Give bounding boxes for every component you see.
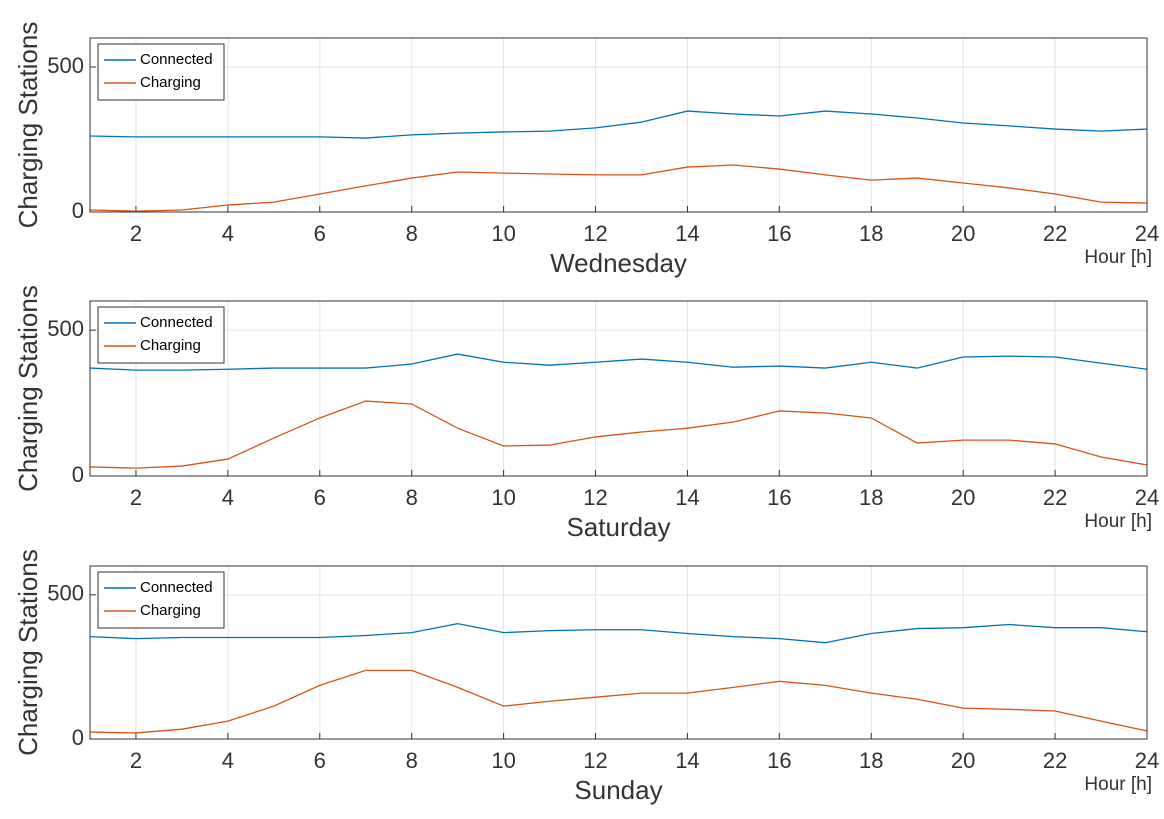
x-tick-label: 10 [491,748,515,773]
legend-box [97,306,225,364]
x-axis-label: Saturday [566,512,670,542]
y-tick-label: 500 [47,53,84,78]
x-tick-label: 8 [406,748,418,773]
x-tick-label: 14 [675,485,699,510]
series-line [89,164,1148,212]
legend-label: Charging [140,602,201,619]
y-tick-label: 500 [47,581,84,606]
x-tick-label: 20 [951,485,975,510]
x-axis-label: Sunday [574,775,662,805]
x-tick-label: 24 [1135,748,1159,773]
x-tick-label: 10 [491,485,515,510]
x-tick-label: 6 [314,221,326,246]
x-tick-label: 6 [314,485,326,510]
y-tick-label: 0 [72,462,84,487]
x-tick-label: 10 [491,221,515,246]
x-tick-label: 2 [130,221,142,246]
x-tick-label: 20 [951,748,975,773]
x-tick-label: 12 [583,748,607,773]
x-tick-label: 14 [675,748,699,773]
x-tick-label: 4 [222,485,234,510]
x-tick-label: 8 [406,221,418,246]
axes-box [89,37,1148,213]
legend-label: Connected [140,51,213,68]
x-tick-label: 20 [951,221,975,246]
x-tick-label: 22 [1043,221,1067,246]
x-tick-label: 18 [859,221,883,246]
x-tick-label: 14 [675,221,699,246]
y-axis-label: Charging Stations [13,22,43,229]
x-tick-label: 24 [1135,485,1159,510]
x-tick-label: 16 [767,221,791,246]
series-line [89,110,1148,139]
x-tick-label: 22 [1043,748,1067,773]
legend-label: Connected [140,314,213,331]
axes-box [89,565,1148,740]
x-tick-label: 2 [130,485,142,510]
legend-box [97,571,225,629]
y-tick-label: 0 [72,198,84,223]
annotation: Hour [h] [1084,774,1152,795]
x-axis-label: Wednesday [550,248,687,278]
x-tick-label: 18 [859,485,883,510]
legend-box [97,43,225,101]
x-tick-label: 16 [767,485,791,510]
legend-label: Charging [140,337,201,354]
x-tick-label: 12 [583,221,607,246]
annotation: Hour [h] [1084,511,1152,532]
legend-label: Charging [140,74,201,91]
x-tick-label: 4 [222,221,234,246]
x-tick-label: 18 [859,748,883,773]
x-tick-label: 2 [130,748,142,773]
x-tick-label: 24 [1135,221,1159,246]
x-tick-label: 22 [1043,485,1067,510]
x-tick-label: 6 [314,748,326,773]
y-tick-label: 0 [72,725,84,750]
x-tick-label: 8 [406,485,418,510]
y-axis-label: Charging Stations [13,549,43,756]
annotation: Hour [h] [1084,247,1152,268]
series-line [89,623,1148,644]
series-line [89,353,1148,371]
series-line [89,400,1148,469]
axes-box [89,300,1148,477]
y-tick-label: 500 [47,316,84,341]
legend-label: Connected [140,579,213,596]
x-tick-label: 16 [767,748,791,773]
y-axis-label: Charging Stations [13,285,43,492]
series-line [89,669,1148,734]
plot-area [90,566,1147,739]
x-tick-label: 4 [222,748,234,773]
x-tick-label: 12 [583,485,607,510]
